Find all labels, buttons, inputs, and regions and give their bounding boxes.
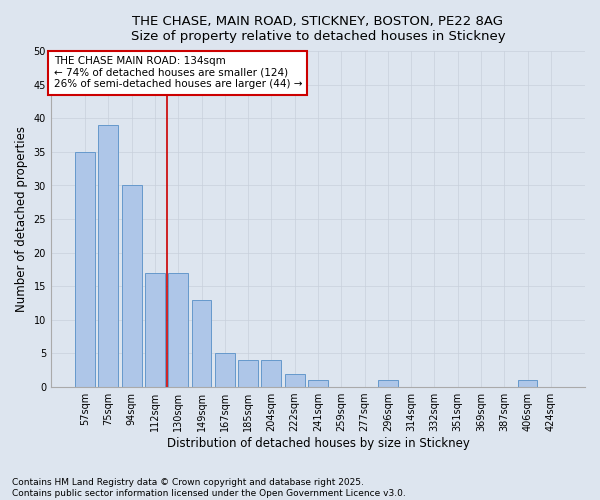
Y-axis label: Number of detached properties: Number of detached properties	[15, 126, 28, 312]
Bar	[145, 273, 165, 387]
Bar	[285, 374, 305, 387]
Bar	[75, 152, 95, 387]
Text: Contains HM Land Registry data © Crown copyright and database right 2025.
Contai: Contains HM Land Registry data © Crown c…	[12, 478, 406, 498]
Bar	[378, 380, 398, 387]
Bar	[98, 125, 118, 387]
Title: THE CHASE, MAIN ROAD, STICKNEY, BOSTON, PE22 8AG
Size of property relative to de: THE CHASE, MAIN ROAD, STICKNEY, BOSTON, …	[131, 15, 505, 43]
Bar	[122, 186, 142, 387]
Text: THE CHASE MAIN ROAD: 134sqm
← 74% of detached houses are smaller (124)
26% of se: THE CHASE MAIN ROAD: 134sqm ← 74% of det…	[53, 56, 302, 90]
X-axis label: Distribution of detached houses by size in Stickney: Distribution of detached houses by size …	[167, 437, 469, 450]
Bar	[215, 354, 235, 387]
Bar	[262, 360, 281, 387]
Bar	[191, 300, 211, 387]
Bar	[238, 360, 258, 387]
Bar	[169, 273, 188, 387]
Bar	[308, 380, 328, 387]
Bar	[518, 380, 538, 387]
